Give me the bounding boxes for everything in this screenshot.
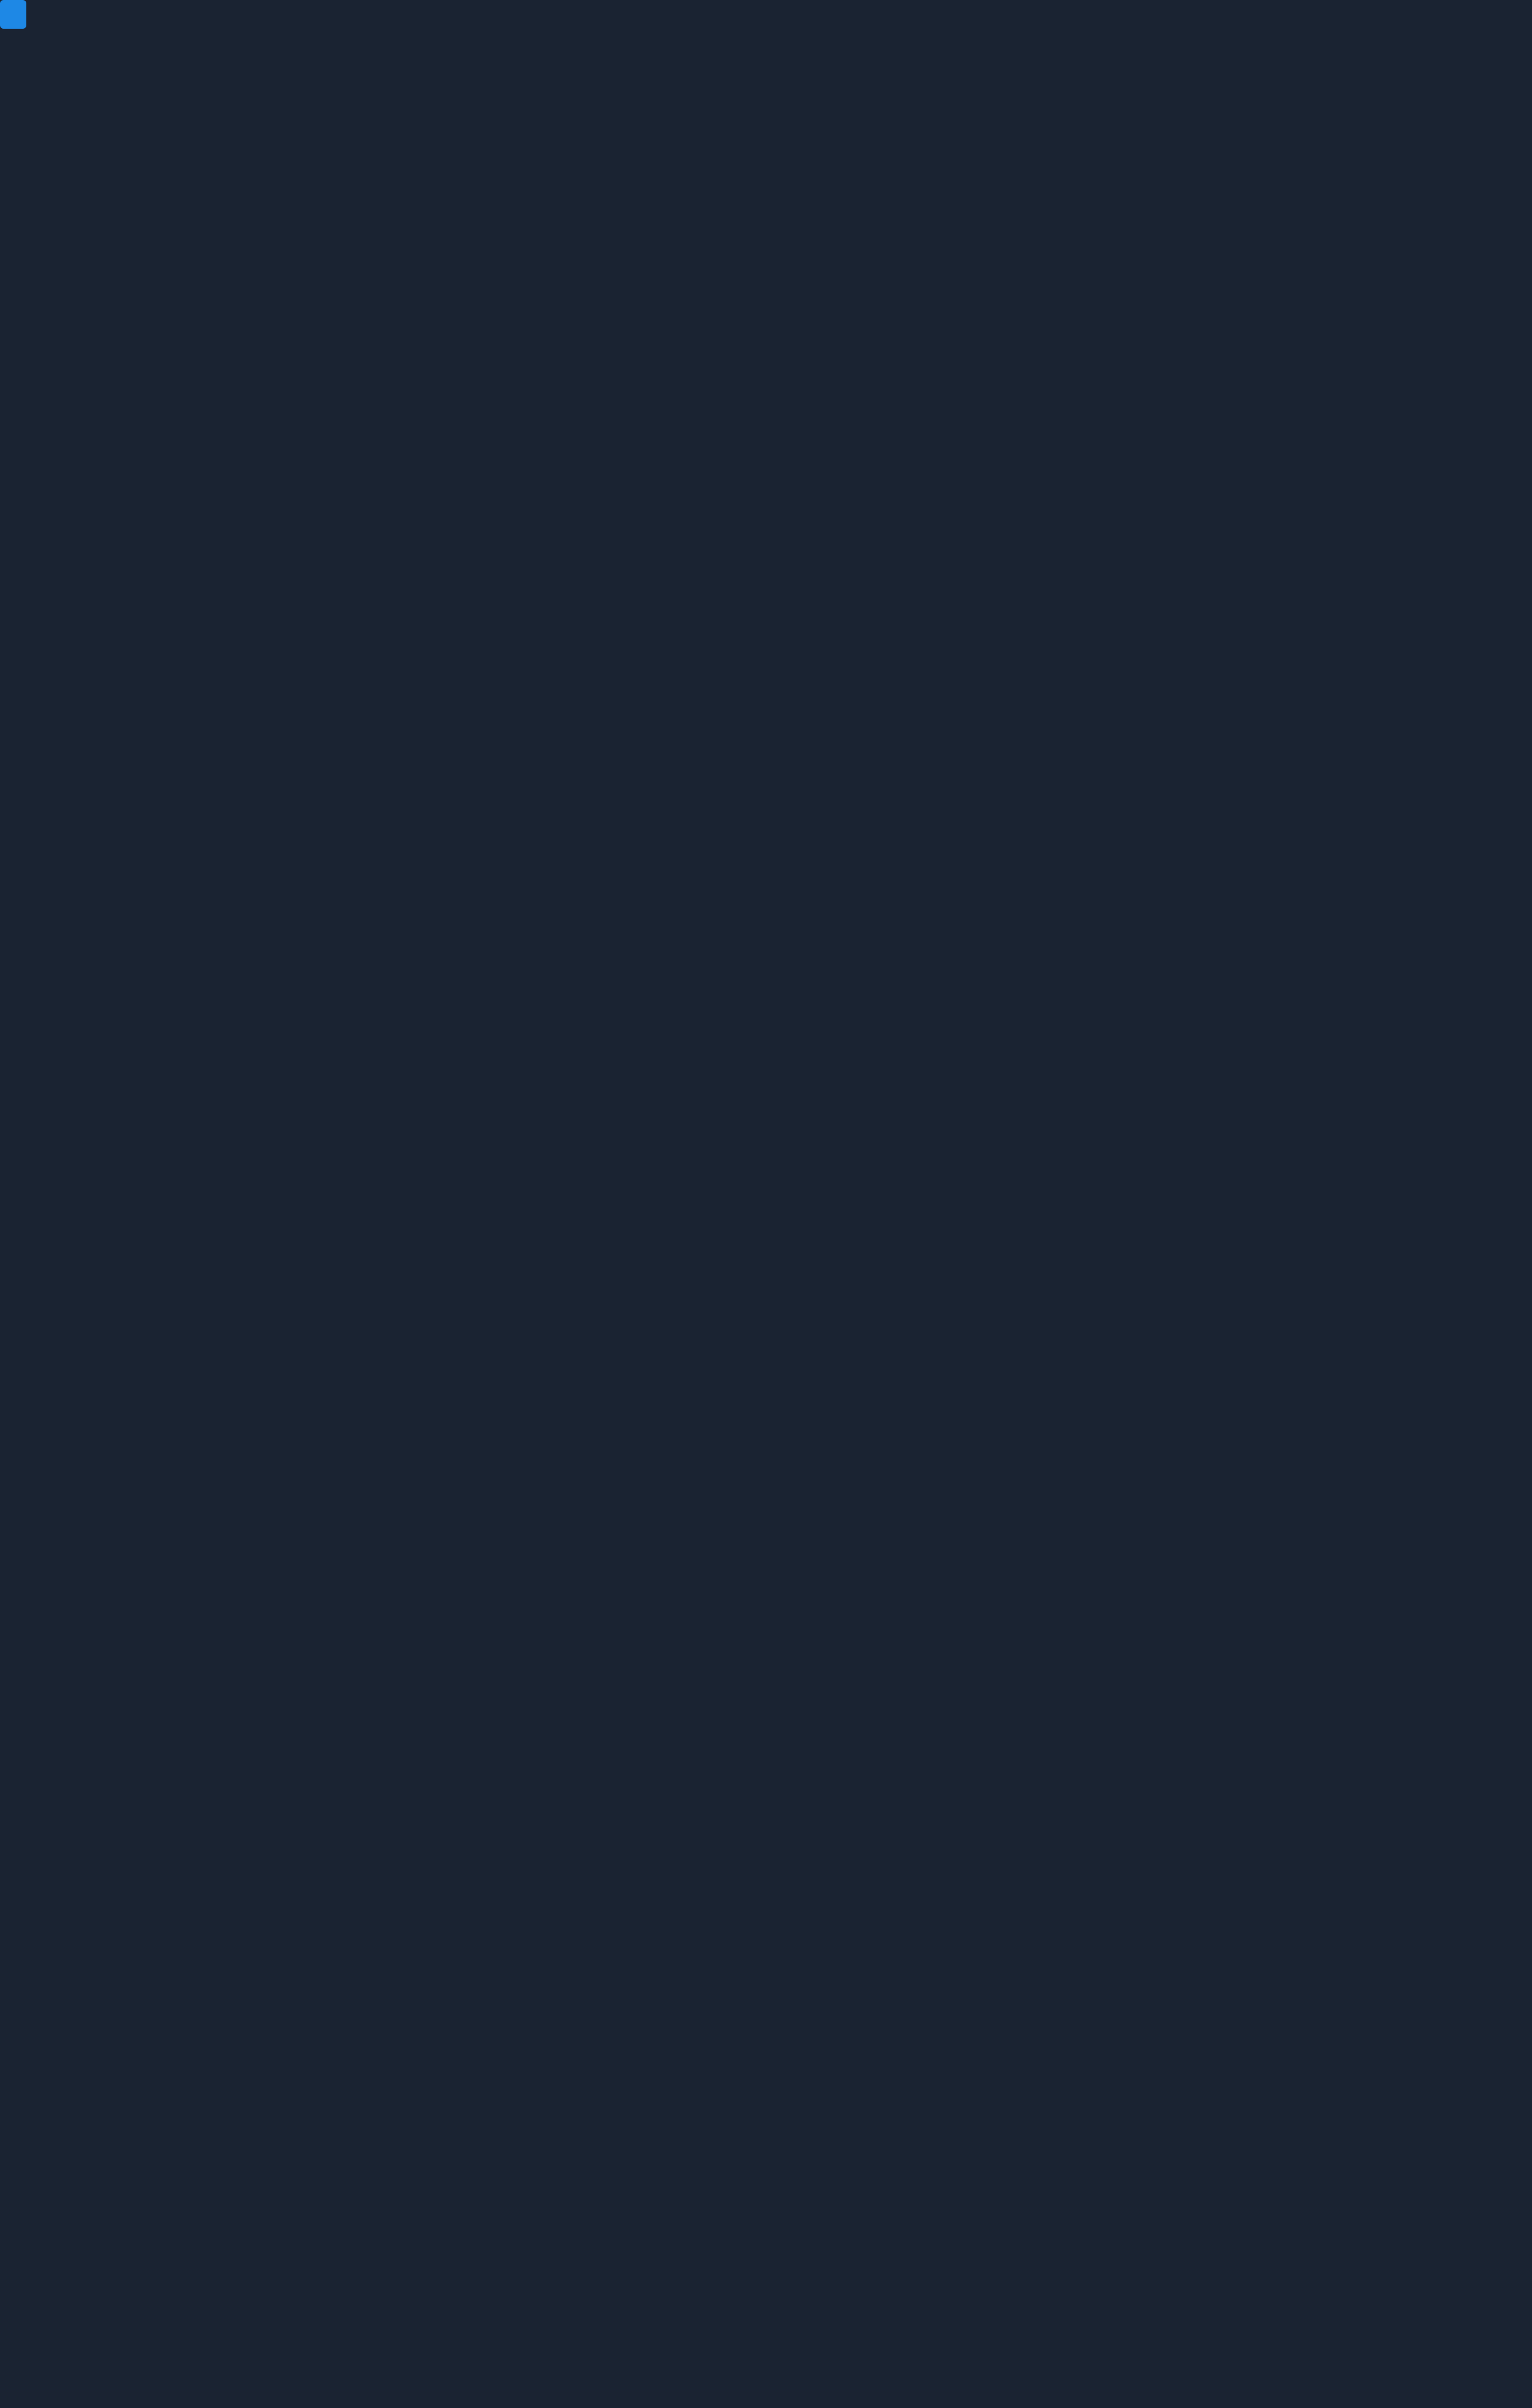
mindmap-root[interactable] (0, 0, 26, 29)
